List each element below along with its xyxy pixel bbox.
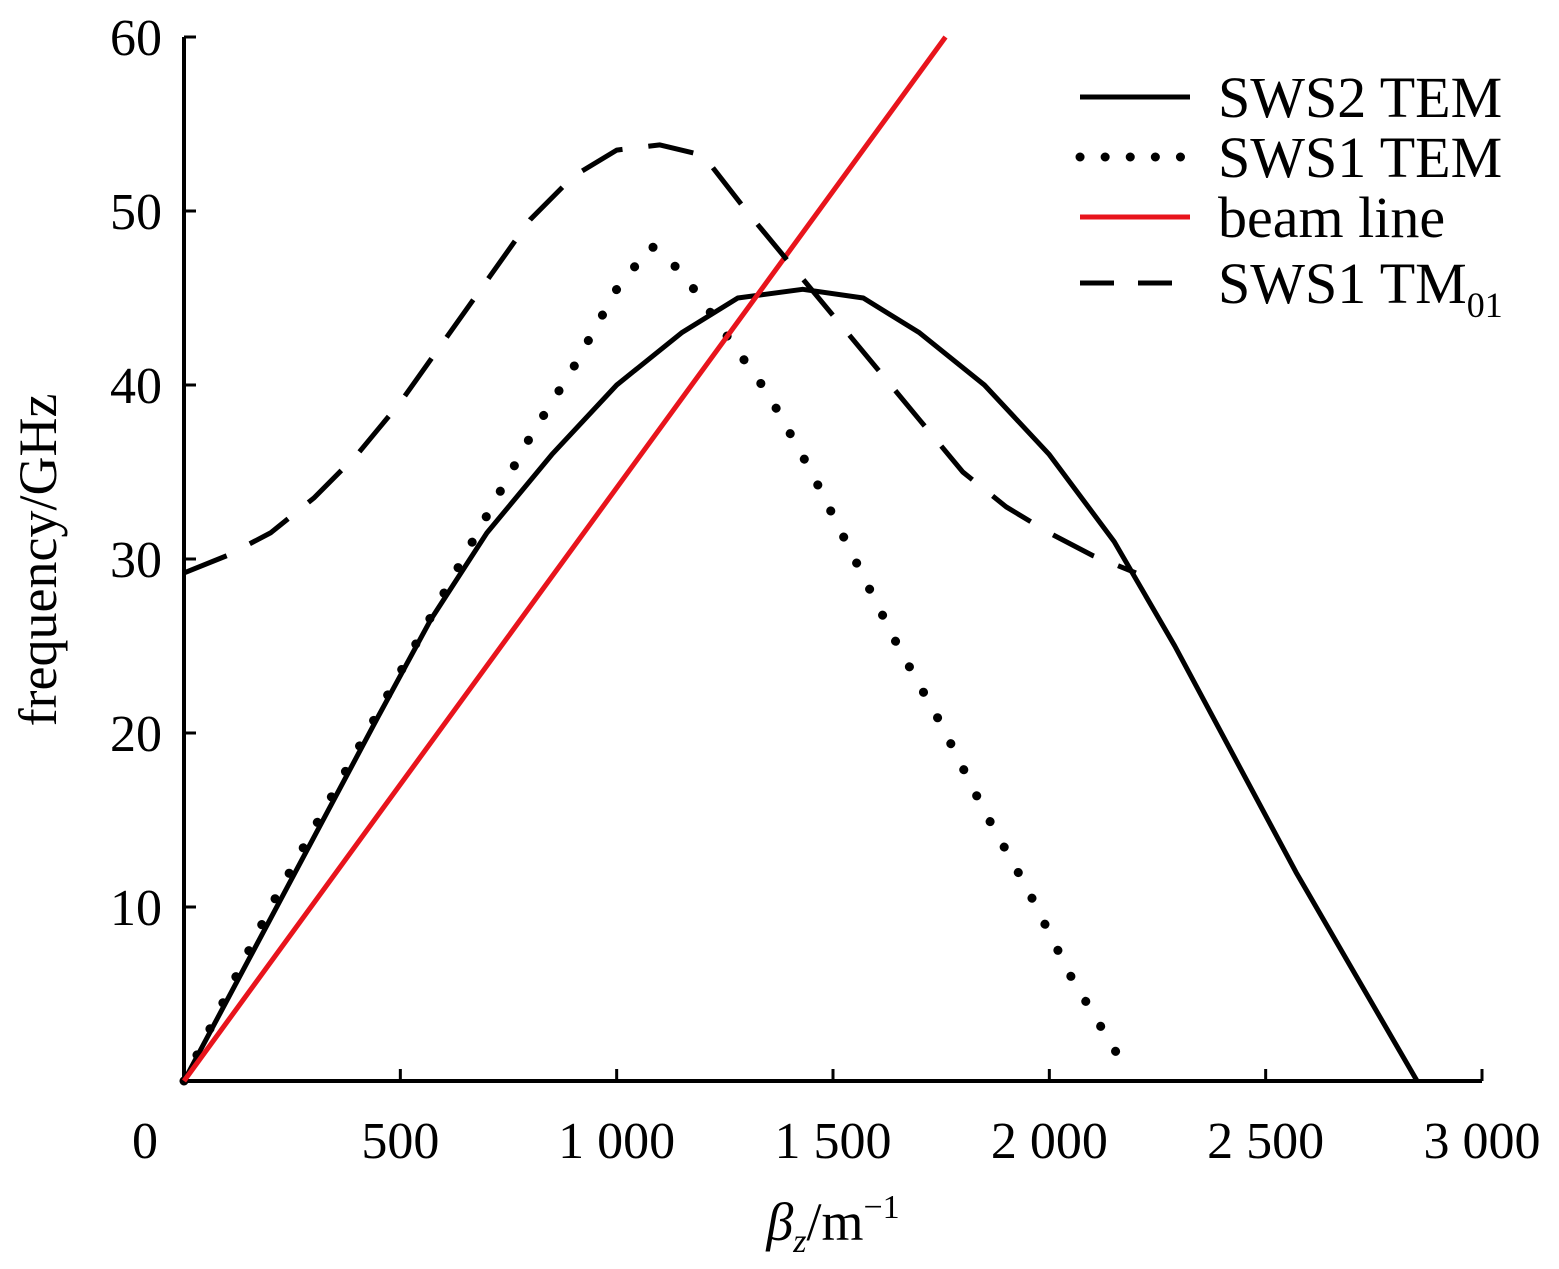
legend-label-3: SWS1 TM01 [1218, 251, 1503, 325]
series-line-2 [181, 35, 948, 1083]
legend-label-0: SWS2 TEM [1218, 65, 1502, 130]
x-axis-label-symbol: β [765, 1192, 793, 1252]
legend-label-text: SWS1 TEM [1218, 125, 1502, 190]
legend-label-1: SWS1 TEM [1218, 125, 1502, 190]
legend-label-text: SWS2 TEM [1218, 65, 1502, 130]
x-axis-label-unit: /m [806, 1192, 863, 1252]
legend-label-subscript: 01 [1467, 285, 1503, 325]
x-tick-label: 1 000 [558, 1113, 675, 1170]
y-tick-label: 20 [110, 706, 162, 763]
x-axis-label-superscript: −1 [863, 1189, 899, 1226]
y-tick-label: 40 [110, 358, 162, 415]
x-tick-label: 500 [361, 1113, 439, 1170]
y-tick-label: 10 [110, 880, 162, 937]
series-line-1 [179, 241, 1128, 1086]
y-axis-label: frequency/GHz [8, 394, 68, 727]
x-tick-label: 3 000 [1424, 1113, 1541, 1170]
x-tick-label: 1 500 [775, 1113, 892, 1170]
series-line-3 [183, 142, 1137, 576]
x-tick-label: 0 [132, 1113, 158, 1170]
y-tick-label: 30 [110, 532, 162, 589]
legend-label-text: SWS1 TM [1218, 251, 1467, 316]
series-line-0 [181, 286, 1420, 1083]
y-tick-label: 60 [110, 10, 162, 67]
x-tick-label: 2 000 [991, 1113, 1108, 1170]
y-ticks: 10 20 30 40 50 60 [110, 10, 196, 937]
series-group [179, 35, 1420, 1086]
legend-label-text: beam line [1218, 185, 1445, 250]
x-tick-label: 2 500 [1207, 1113, 1324, 1170]
x-axis-label-subscript: z [792, 1223, 806, 1260]
x-axis-label: βz/m−1 [765, 1189, 899, 1260]
y-tick-label: 50 [110, 184, 162, 241]
x-ticks: 0 500 1 000 1 500 2 000 2 500 3 000 [132, 1069, 1541, 1170]
legend-label-2: beam line [1218, 185, 1445, 250]
plot-area: 0 500 1 000 1 500 2 000 2 500 3 000 10 20 30 40 50… [110, 10, 1541, 1170]
